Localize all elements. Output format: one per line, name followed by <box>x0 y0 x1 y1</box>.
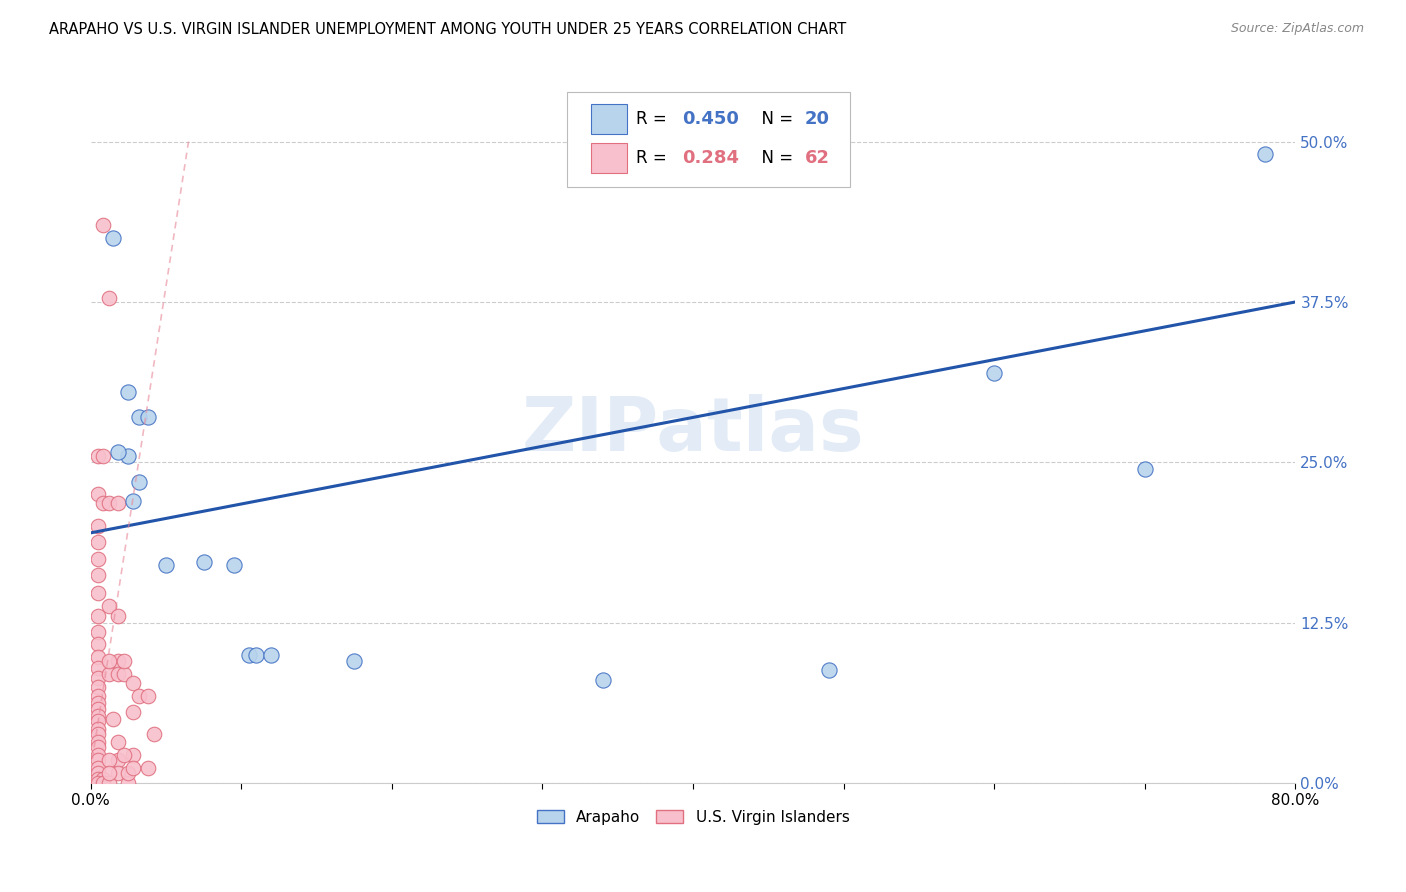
Point <box>1254 147 1277 161</box>
Text: 0.450: 0.450 <box>682 110 740 128</box>
Point <box>117 384 139 399</box>
Point <box>128 475 150 489</box>
Point <box>97 667 120 681</box>
Point <box>87 671 110 685</box>
Point <box>107 735 129 749</box>
Point <box>112 667 135 681</box>
Point <box>136 761 159 775</box>
Point <box>817 663 839 677</box>
Point <box>121 747 143 762</box>
Point <box>87 586 110 600</box>
Point <box>97 654 120 668</box>
Point <box>128 689 150 703</box>
Point <box>87 776 110 790</box>
Point <box>87 753 110 767</box>
Point <box>117 765 139 780</box>
Point <box>87 709 110 723</box>
Point <box>87 761 110 775</box>
Point <box>87 735 110 749</box>
Point <box>117 776 139 790</box>
FancyBboxPatch shape <box>567 92 849 186</box>
Point <box>343 654 366 668</box>
Point <box>87 609 110 624</box>
Point <box>245 648 267 662</box>
Point <box>112 654 135 668</box>
Text: Source: ZipAtlas.com: Source: ZipAtlas.com <box>1230 22 1364 36</box>
Bar <box>591 103 627 134</box>
Point <box>91 218 114 232</box>
Point <box>222 558 245 572</box>
Point <box>97 599 120 613</box>
Point <box>121 676 143 690</box>
Point <box>87 680 110 694</box>
Point <box>136 410 159 425</box>
Point <box>87 534 110 549</box>
Point <box>97 291 120 305</box>
Point <box>103 712 125 726</box>
Point <box>107 609 129 624</box>
Text: R =: R = <box>637 110 672 128</box>
Point <box>121 761 143 775</box>
Point <box>592 673 614 688</box>
Text: 62: 62 <box>806 149 830 167</box>
Point <box>87 624 110 639</box>
Text: N =: N = <box>751 110 799 128</box>
Point <box>87 638 110 652</box>
Point <box>1133 461 1156 475</box>
Point <box>87 487 110 501</box>
Text: 20: 20 <box>806 110 830 128</box>
Point <box>87 740 110 755</box>
Point <box>107 753 129 767</box>
Point <box>87 697 110 711</box>
Point <box>983 366 1005 380</box>
Point <box>260 648 283 662</box>
Point <box>87 772 110 787</box>
Point <box>136 689 159 703</box>
Point <box>87 660 110 674</box>
Point <box>87 449 110 463</box>
Point <box>87 747 110 762</box>
Point <box>87 519 110 533</box>
Point <box>107 496 129 510</box>
Point <box>87 765 110 780</box>
Text: N =: N = <box>751 149 799 167</box>
Text: R =: R = <box>637 149 672 167</box>
Point <box>112 747 135 762</box>
Point <box>87 701 110 715</box>
Point <box>107 445 129 459</box>
Point <box>121 493 143 508</box>
Point <box>117 449 139 463</box>
Point <box>103 231 125 245</box>
Point <box>97 765 120 780</box>
Text: 0.284: 0.284 <box>682 149 740 167</box>
Point <box>87 551 110 566</box>
Point <box>91 776 114 790</box>
Point <box>91 449 114 463</box>
Point <box>193 555 215 569</box>
Point <box>121 706 143 720</box>
Point <box>142 727 165 741</box>
Point <box>97 776 120 790</box>
Point <box>87 689 110 703</box>
Point <box>107 667 129 681</box>
Point <box>87 714 110 729</box>
Point <box>91 496 114 510</box>
Point <box>91 772 114 787</box>
Point <box>155 558 177 572</box>
Point <box>97 753 120 767</box>
Point <box>238 648 260 662</box>
Point <box>107 654 129 668</box>
Point <box>87 650 110 665</box>
Point <box>128 410 150 425</box>
Point <box>107 765 129 780</box>
Point <box>87 722 110 736</box>
Point <box>97 496 120 510</box>
Legend: Arapaho, U.S. Virgin Islanders: Arapaho, U.S. Virgin Islanders <box>537 810 849 825</box>
Text: ARAPAHO VS U.S. VIRGIN ISLANDER UNEMPLOYMENT AMONG YOUTH UNDER 25 YEARS CORRELAT: ARAPAHO VS U.S. VIRGIN ISLANDER UNEMPLOY… <box>49 22 846 37</box>
Point <box>87 727 110 741</box>
Bar <box>591 143 627 173</box>
Point <box>87 568 110 582</box>
Text: ZIPatlas: ZIPatlas <box>522 393 865 467</box>
